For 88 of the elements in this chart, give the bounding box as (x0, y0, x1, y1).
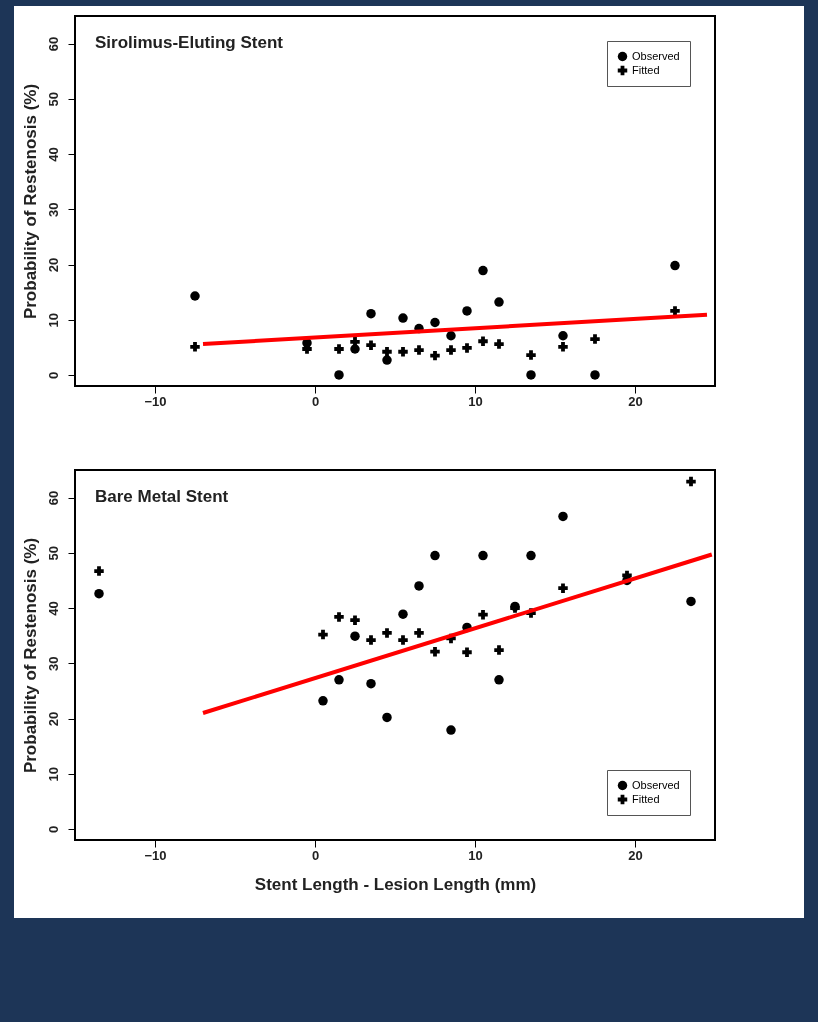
point (414, 628, 424, 638)
point (446, 725, 456, 735)
y-tick-label: 0 (45, 825, 61, 834)
point (558, 511, 568, 522)
y-axis-title: Probability of Restenosis (%) (20, 537, 40, 774)
text: Sirolimus-Eluting Stent (95, 33, 284, 52)
point (478, 336, 488, 347)
y-tick-label: 20 (45, 257, 61, 273)
point (366, 635, 376, 645)
point (558, 331, 568, 341)
point (382, 628, 392, 638)
point (590, 334, 600, 344)
point (318, 696, 328, 706)
y-tick-label: 40 (45, 601, 61, 616)
x-tick-label: 0 (311, 847, 320, 863)
point (414, 345, 424, 355)
y-tick-label: 10 (45, 767, 61, 782)
y-tick-label: 20 (45, 711, 61, 727)
y-tick-label: 40 (45, 147, 61, 162)
point (366, 308, 376, 319)
point (350, 615, 360, 625)
y-tick-label: 50 (45, 92, 61, 107)
point (462, 306, 472, 316)
point (334, 612, 344, 622)
x-axis-title: Stent Length - Lesion Length (mm) (254, 874, 537, 894)
legend-label: Observed (632, 49, 680, 62)
point (94, 588, 104, 599)
x-tick-label: 20 (628, 847, 643, 863)
point (526, 550, 536, 561)
point (366, 678, 376, 689)
point (462, 343, 472, 353)
point (350, 631, 360, 641)
point (670, 306, 680, 316)
point (366, 340, 376, 350)
point (334, 344, 344, 354)
point (414, 581, 424, 591)
point (318, 629, 328, 640)
point (558, 342, 568, 352)
point (446, 331, 456, 341)
point (430, 550, 440, 561)
y-axis-title: Probability of Restenosis (%) (20, 83, 40, 320)
point (526, 370, 536, 380)
legend-label: Observed (632, 778, 680, 791)
point (334, 675, 344, 685)
point (190, 291, 200, 301)
legend-label: Fitted (632, 792, 660, 805)
point (686, 596, 696, 607)
y-tick-label: 30 (45, 656, 61, 672)
point (398, 635, 408, 645)
point (334, 370, 344, 380)
x-tick-label: 10 (468, 847, 483, 863)
point (398, 609, 408, 619)
point (382, 347, 392, 357)
point (494, 645, 504, 655)
point (430, 317, 440, 328)
point (94, 566, 104, 576)
point (494, 297, 504, 307)
x-tick-label: −10 (144, 393, 167, 409)
point (478, 609, 488, 620)
point (494, 675, 504, 685)
point (430, 646, 440, 657)
point (398, 347, 408, 357)
point (382, 712, 392, 723)
point (190, 342, 200, 352)
point (478, 550, 488, 561)
point (558, 583, 568, 593)
point (462, 647, 472, 657)
point (398, 313, 408, 323)
point (446, 345, 456, 355)
point (670, 260, 680, 271)
x-tick-label: 0 (311, 393, 320, 409)
point (478, 265, 488, 276)
x-tick-label: 20 (628, 393, 643, 409)
point (686, 476, 696, 487)
text: Bare Metal Stent (95, 487, 229, 506)
point (494, 339, 504, 349)
y-tick-label: 50 (45, 546, 61, 561)
x-tick-label: 10 (468, 393, 483, 409)
y-tick-label: 60 (45, 490, 61, 506)
y-tick-label: 0 (45, 371, 61, 380)
y-tick-label: 30 (45, 202, 61, 218)
point (430, 350, 440, 361)
legend-label: Fitted (632, 63, 660, 76)
point (590, 370, 600, 380)
point (526, 350, 536, 360)
y-tick-label: 60 (45, 36, 61, 52)
x-tick-label: −10 (144, 847, 167, 863)
y-tick-label: 10 (45, 313, 61, 328)
